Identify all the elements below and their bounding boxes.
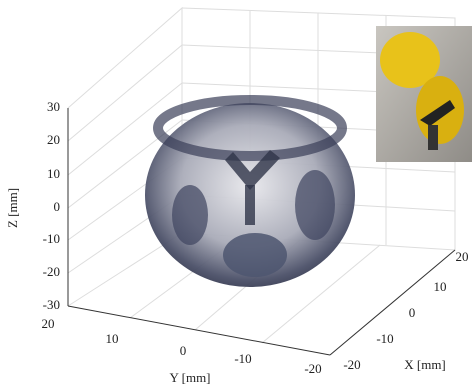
x-tick-label: -10 [376, 331, 393, 346]
y-tick-label: 0 [180, 343, 187, 358]
y-axis-label: Y [mm] [169, 370, 210, 385]
inset-photo [376, 26, 472, 162]
z-tick-label: -30 [43, 297, 60, 312]
x-tick-label: 10 [434, 279, 447, 294]
y-tick-label: -20 [304, 361, 321, 376]
y-tick-label: 10 [106, 331, 119, 346]
z-tick-label: 20 [47, 132, 60, 147]
y-tick-label: 20 [42, 316, 55, 331]
z-tick-label: 0 [54, 199, 61, 214]
z-tick-label: -20 [43, 264, 60, 279]
axes [67, 108, 456, 356]
z-tick-label: 10 [47, 166, 60, 181]
z-tick-label: -10 [43, 231, 60, 246]
z-tick-label: 30 [47, 99, 60, 114]
x-tick-label: -20 [343, 357, 360, 372]
z-axis-label: Z [mm] [5, 188, 20, 228]
x-axis-label: X [mm] [404, 357, 446, 372]
labels: Z [mm] Y [mm] X [mm] [5, 188, 446, 385]
x-tick-label: 0 [409, 305, 416, 320]
volume-render [145, 95, 355, 287]
x-tick-label: 20 [456, 249, 469, 264]
y-tick-label: -10 [234, 351, 251, 366]
